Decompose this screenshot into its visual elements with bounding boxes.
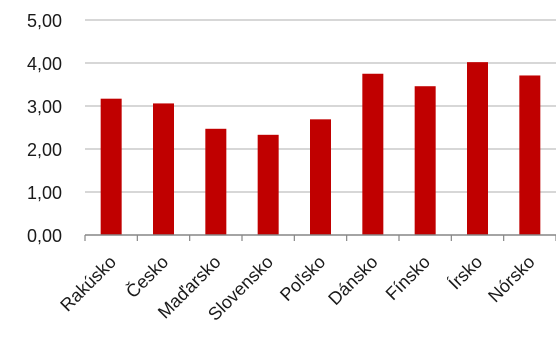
bar <box>257 134 279 235</box>
y-tick-label: 5,00 <box>27 11 62 31</box>
y-tick-label: 1,00 <box>27 183 62 203</box>
bar <box>519 75 541 235</box>
bar <box>362 73 384 235</box>
bar <box>153 103 174 235</box>
x-category-label: Poľsko <box>276 252 329 305</box>
y-tick-label: 3,00 <box>27 97 62 117</box>
x-category-label: Česko <box>121 251 172 302</box>
bar <box>414 86 436 235</box>
x-category-label: Nórsko <box>484 252 538 306</box>
x-category-label: Fínsko <box>382 252 434 304</box>
x-category-label: Dánsko <box>324 252 381 309</box>
bar <box>205 128 227 235</box>
y-tick-label: 4,00 <box>27 54 62 74</box>
bar <box>467 62 488 235</box>
x-axis <box>84 234 556 241</box>
x-category-label: Rakúsko <box>56 252 120 316</box>
y-tick-label: 0,00 <box>27 226 62 246</box>
y-axis-tick-labels: 0,00 1,00 2,00 3,00 4,00 5,00 <box>27 11 62 246</box>
x-category-label: Írsko <box>445 252 487 294</box>
y-tick-label: 2,00 <box>27 140 62 160</box>
bar <box>100 98 122 235</box>
bar <box>310 119 331 235</box>
bars <box>100 62 541 235</box>
